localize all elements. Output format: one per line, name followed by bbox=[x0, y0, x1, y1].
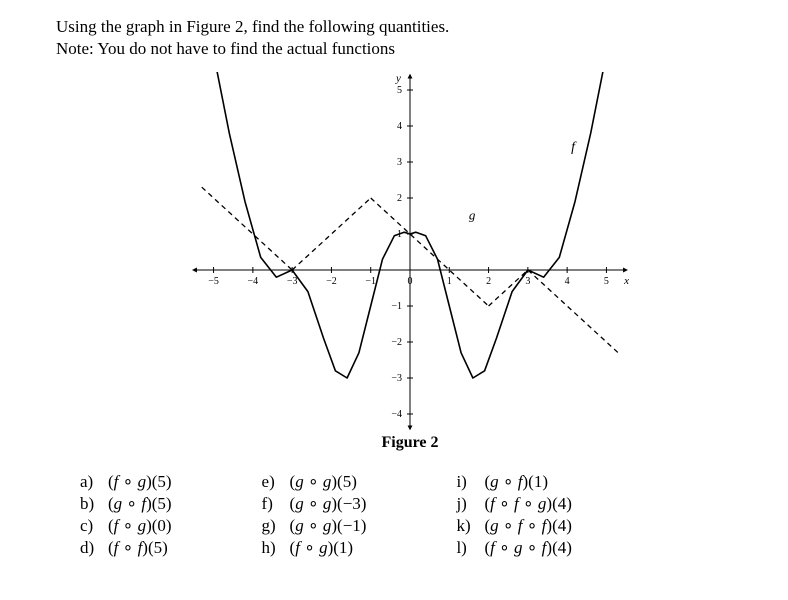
intro-line-2: Note: You do not have to find the actual… bbox=[56, 38, 764, 60]
question-letter: c) bbox=[80, 516, 98, 536]
question-item: j) (f ∘ f ∘ g)(4) bbox=[456, 494, 571, 514]
question-item: e) (g ∘ g)(5) bbox=[262, 472, 367, 492]
curve-g-segment bbox=[489, 270, 528, 306]
x-tick-label: 2 bbox=[486, 276, 491, 287]
question-item: a) (f ∘ g)(5) bbox=[80, 472, 172, 492]
questions: a) (f ∘ g)(5) b) (g ∘ f)(5) c) (f ∘ g)(0) d) (f… bbox=[80, 472, 764, 558]
question-item: l) (f ∘ g ∘ f)(4) bbox=[456, 538, 571, 558]
question-letter: h) bbox=[262, 538, 280, 558]
x-tick-label: −2 bbox=[326, 276, 337, 287]
question-letter: l) bbox=[456, 538, 474, 558]
figure-caption: Figure 2 bbox=[381, 434, 438, 452]
question-col-2: e)(g ∘ g)(5)f)(g ∘ g)(−3)g)(g ∘ g)(−1)h)… bbox=[262, 472, 367, 558]
question-letter: e) bbox=[262, 472, 280, 492]
question-item: d) (f ∘ f)(5) bbox=[80, 538, 172, 558]
y-tick-label: −2 bbox=[391, 337, 402, 348]
question-expr: (f ∘ g)(0) bbox=[108, 516, 172, 536]
question-item: b) (g ∘ f)(5) bbox=[80, 494, 172, 514]
x-tick-label: 3 bbox=[525, 276, 530, 287]
x-tick-label: −1 bbox=[365, 276, 376, 287]
x-tick-label: −3 bbox=[287, 276, 298, 287]
curve-g-segment bbox=[202, 187, 292, 270]
question-expr: (f ∘ g)(5) bbox=[108, 472, 172, 492]
question-item: c) (f ∘ g)(0) bbox=[80, 516, 172, 536]
page: Using the graph in Figure 2, find the fo… bbox=[0, 0, 788, 582]
question-expr: (f ∘ f)(5) bbox=[108, 538, 168, 558]
curve-g-segment bbox=[292, 198, 371, 270]
question-letter: d) bbox=[80, 538, 98, 558]
question-item: k) (g ∘ f ∘ f)(4) bbox=[456, 516, 571, 536]
curve-g-label: g bbox=[469, 208, 476, 223]
y-tick-label: 2 bbox=[397, 193, 402, 204]
question-col-1: a) (f ∘ g)(5) b) (g ∘ f)(5) c) (f ∘ g)(0) d) (f… bbox=[80, 472, 172, 558]
x-tick-label: 0 bbox=[408, 276, 413, 287]
y-tick-label: −4 bbox=[391, 409, 402, 420]
x-tick-label: 5 bbox=[604, 276, 609, 287]
x-tick-label: −4 bbox=[248, 276, 259, 287]
question-letter: j) bbox=[456, 494, 474, 514]
question-expr: (g ∘ g)(−1) bbox=[290, 516, 367, 536]
question-letter: g) bbox=[262, 516, 280, 536]
question-letter: i) bbox=[456, 472, 474, 492]
y-tick-label: −3 bbox=[391, 373, 402, 384]
y-tick-label: 5 bbox=[397, 85, 402, 96]
question-expr: (g ∘ f)(1) bbox=[484, 472, 548, 492]
question-expr: (g ∘ f)(5) bbox=[108, 494, 172, 514]
question-letter: k) bbox=[456, 516, 474, 536]
figure-caption-text: Figure 2 bbox=[381, 434, 438, 451]
x-tick-label: 1 bbox=[447, 276, 452, 287]
question-item: i) (g ∘ f)(1) bbox=[456, 472, 571, 492]
x-tick-label: −5 bbox=[208, 276, 219, 287]
x-tick-label: 4 bbox=[565, 276, 570, 287]
intro-text: Using the graph in Figure 2, find the fo… bbox=[56, 16, 764, 60]
intro-line-1: Using the graph in Figure 2, find the fo… bbox=[56, 16, 764, 38]
question-letter: a) bbox=[80, 472, 98, 492]
y-tick-label: 4 bbox=[397, 121, 402, 132]
figure-2-chart: −5−4−3−2−1012345−4−3−2−112345xyfg bbox=[190, 72, 630, 432]
question-col-3: i) (g ∘ f)(1) j) (f ∘ f ∘ g)(4) k) (g ∘ f ∘ f… bbox=[456, 472, 571, 558]
y-axis-label: y bbox=[395, 73, 401, 85]
curve-f-label: f bbox=[571, 140, 577, 155]
question-item: f) (g ∘ g)(−3) bbox=[262, 494, 367, 514]
question-letter: f) bbox=[262, 494, 280, 514]
y-tick-label: 3 bbox=[397, 157, 402, 168]
question-item: g) (g ∘ g)(−1) bbox=[262, 516, 367, 536]
question-expr: (f ∘ g ∘ f)(4) bbox=[484, 538, 571, 558]
y-tick-label: −1 bbox=[391, 301, 402, 312]
question-expr: (f ∘ g)(1) bbox=[290, 538, 354, 558]
question-letter: b) bbox=[80, 494, 98, 514]
question-item: h) (f ∘ g)(1) bbox=[262, 538, 367, 558]
question-expr: (f ∘ f ∘ g)(4) bbox=[484, 494, 571, 514]
question-expr: (g ∘ g)(5) bbox=[290, 472, 357, 492]
figure-wrap: −5−4−3−2−1012345−4−3−2−112345xyfg Figure… bbox=[56, 72, 764, 452]
question-expr: (g ∘ g)(−3) bbox=[290, 494, 367, 514]
x-axis-label: x bbox=[623, 275, 629, 287]
question-expr: (g ∘ f ∘ f)(4) bbox=[484, 516, 571, 536]
